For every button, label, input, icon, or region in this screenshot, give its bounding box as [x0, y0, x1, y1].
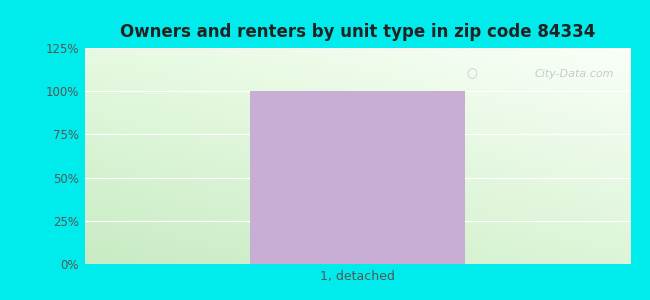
- Text: City-Data.com: City-Data.com: [534, 69, 614, 79]
- Title: Owners and renters by unit type in zip code 84334: Owners and renters by unit type in zip c…: [120, 23, 595, 41]
- Bar: [250, 91, 465, 264]
- Text: ○: ○: [467, 68, 478, 80]
